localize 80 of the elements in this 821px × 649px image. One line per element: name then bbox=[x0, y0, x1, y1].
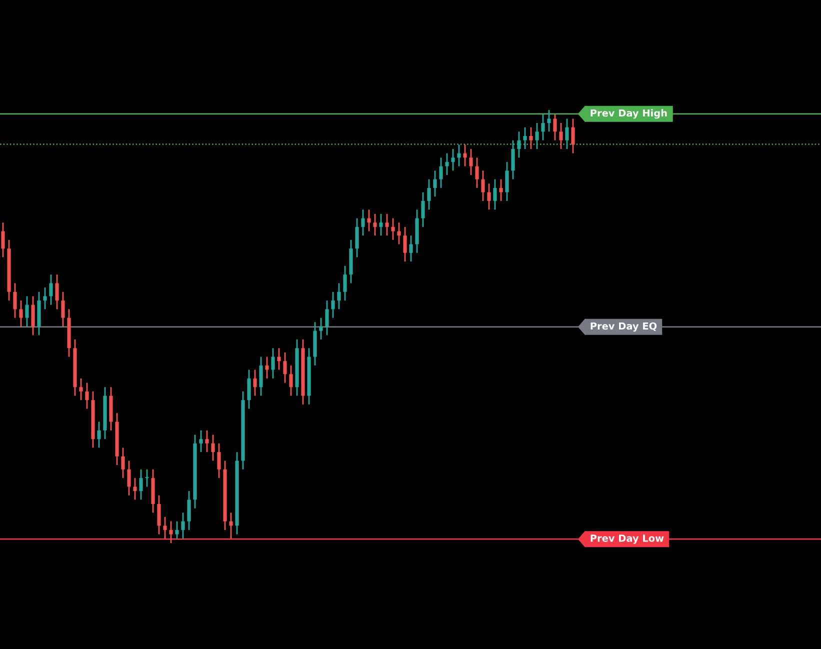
candlestick bbox=[55, 274, 59, 310]
candlestick bbox=[1, 222, 5, 258]
candlestick bbox=[121, 447, 125, 479]
candlestick bbox=[199, 430, 203, 453]
candlestick bbox=[343, 265, 347, 302]
candlestick bbox=[373, 213, 377, 236]
candlestick bbox=[439, 156, 443, 189]
candlestick bbox=[187, 490, 191, 531]
candlestick bbox=[247, 369, 251, 410]
candlestick bbox=[469, 148, 473, 176]
candlestick bbox=[355, 218, 359, 258]
candlestick bbox=[271, 347, 275, 380]
candlestick bbox=[157, 494, 161, 536]
ref-line-label: Prev Day EQ bbox=[590, 322, 657, 332]
candlestick bbox=[133, 477, 137, 500]
candlestick bbox=[289, 364, 293, 396]
candlestick bbox=[13, 282, 17, 319]
candlestick bbox=[397, 222, 401, 245]
candlestick bbox=[253, 369, 257, 396]
candlestick bbox=[229, 512, 233, 540]
candlestick bbox=[451, 148, 455, 172]
candlestick bbox=[571, 118, 575, 154]
candlestick bbox=[457, 144, 461, 167]
candlestick bbox=[559, 122, 563, 150]
candlestick bbox=[481, 170, 485, 202]
candlestick bbox=[97, 421, 101, 448]
candlestick bbox=[85, 382, 89, 410]
candlestick bbox=[445, 152, 449, 176]
candlestick bbox=[505, 161, 509, 202]
candlestick bbox=[403, 226, 407, 262]
candlestick bbox=[409, 234, 413, 262]
candlestick bbox=[163, 516, 167, 540]
candlestick bbox=[523, 126, 527, 150]
candlestick bbox=[565, 118, 569, 150]
candlestick bbox=[463, 144, 467, 167]
candlestick bbox=[277, 347, 281, 370]
candlestick bbox=[487, 182, 491, 210]
candlestick bbox=[391, 218, 395, 241]
candlestick bbox=[337, 282, 341, 310]
candlestick bbox=[493, 178, 497, 210]
candlestick bbox=[211, 434, 215, 462]
candlestick bbox=[361, 208, 365, 236]
candlestick bbox=[553, 114, 557, 142]
candlestick bbox=[517, 130, 521, 158]
candlestick bbox=[379, 213, 383, 236]
candlestick bbox=[421, 192, 425, 228]
candlestick bbox=[541, 114, 545, 142]
candlestick bbox=[205, 430, 209, 453]
candlestick bbox=[367, 208, 371, 232]
candlestick bbox=[145, 468, 149, 488]
candlestick bbox=[427, 178, 431, 210]
candlestick bbox=[283, 352, 287, 384]
candlestick bbox=[529, 126, 533, 150]
candlestick bbox=[31, 295, 35, 336]
candlestick bbox=[19, 300, 23, 328]
candlestick bbox=[385, 213, 389, 236]
candlestick bbox=[331, 291, 335, 319]
candlestick bbox=[79, 378, 83, 401]
candlestick bbox=[127, 460, 131, 496]
candlestick bbox=[217, 442, 221, 479]
candlestick bbox=[175, 520, 179, 540]
candlestick bbox=[499, 178, 503, 202]
candlestick bbox=[325, 300, 329, 336]
ref-line-label: Prev Day High bbox=[590, 109, 667, 119]
candlestick bbox=[43, 286, 47, 310]
candlestick bbox=[61, 291, 65, 328]
candlestick bbox=[319, 317, 323, 340]
candlestick bbox=[265, 356, 269, 380]
candlestick bbox=[25, 295, 29, 328]
candlestick bbox=[433, 170, 437, 198]
candlestick bbox=[139, 468, 143, 500]
candlestick bbox=[535, 122, 539, 150]
candlestick bbox=[181, 512, 185, 540]
candlestick bbox=[49, 274, 53, 306]
candlestick bbox=[169, 520, 173, 544]
candlestick bbox=[511, 140, 515, 180]
candlestick bbox=[475, 156, 479, 189]
ref-line-label: Prev Day Low bbox=[590, 534, 664, 544]
candlestick bbox=[259, 356, 263, 396]
candlestick bbox=[547, 109, 551, 132]
